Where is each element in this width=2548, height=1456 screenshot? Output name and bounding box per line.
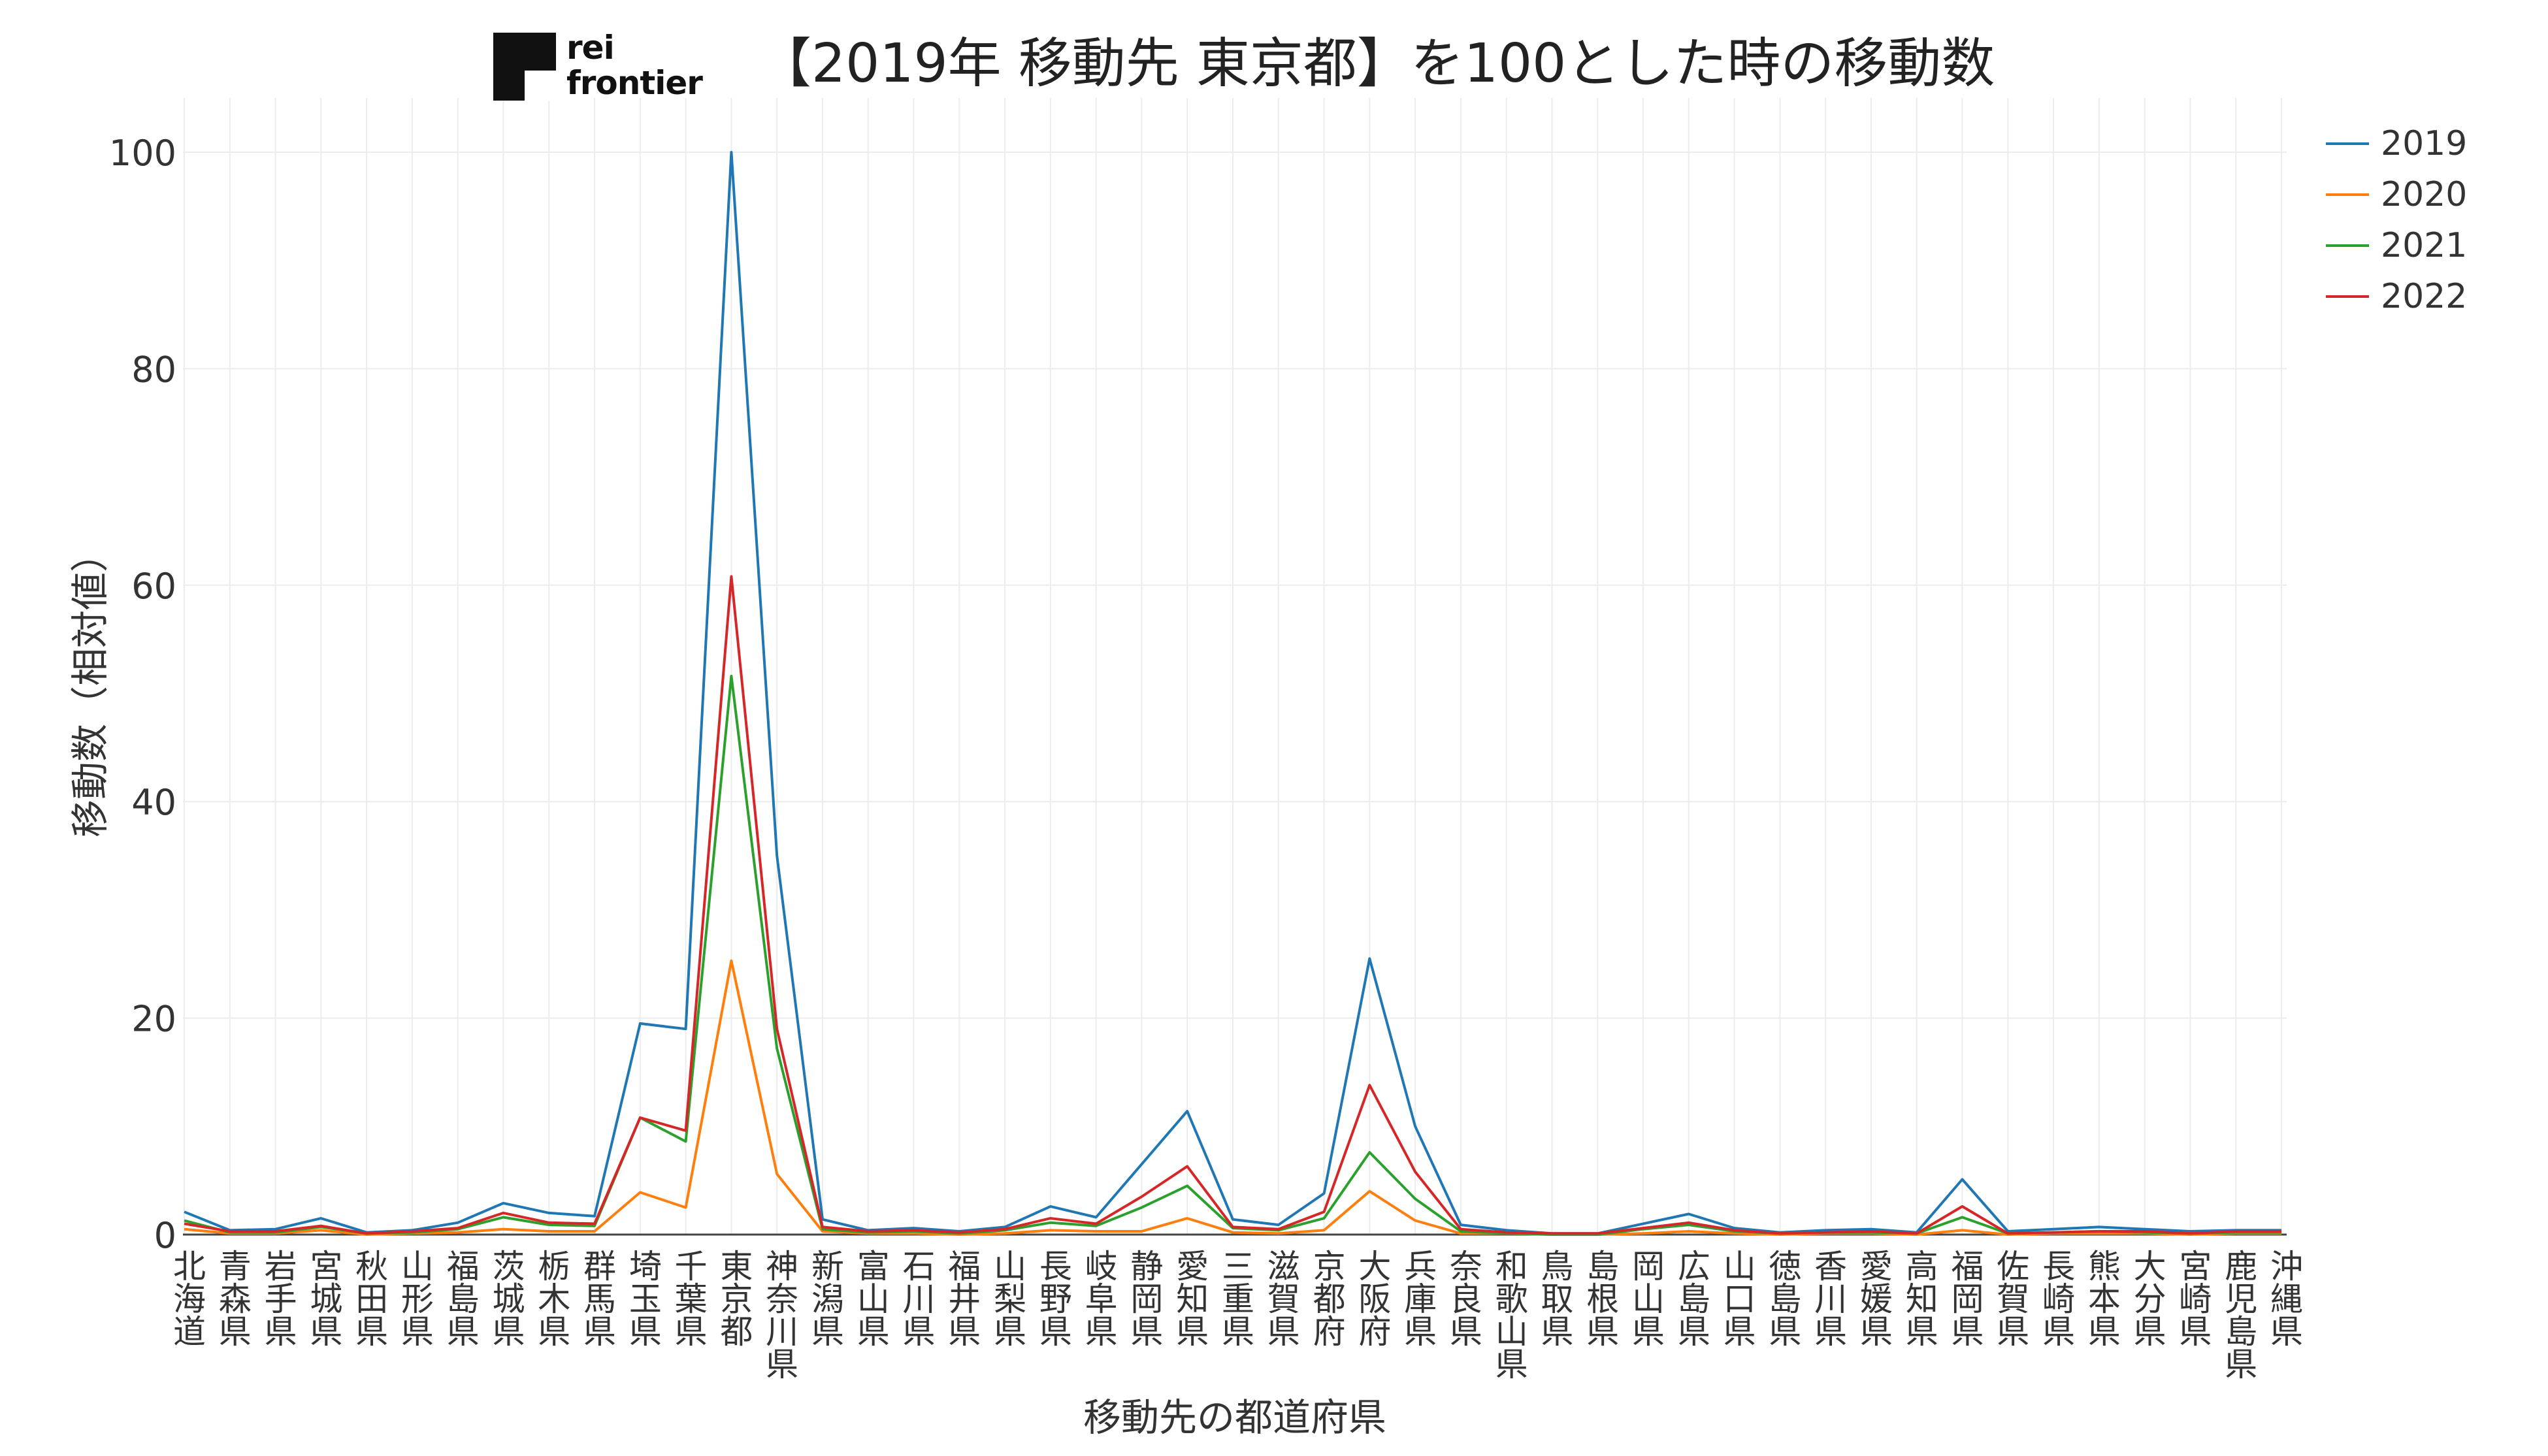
x-tick-label: 大阪府	[1353, 1249, 1391, 1347]
x-tick-label: 長野県	[1034, 1249, 1072, 1347]
series-line-2019	[184, 151, 2281, 1235]
x-tick-label: 岡山県	[1627, 1249, 1665, 1347]
legend-item-2019[interactable]: 2019	[2326, 119, 2522, 170]
legend-swatch	[2326, 295, 2369, 298]
logo-text: rei frontier	[566, 29, 703, 102]
y-tick-label: 80	[131, 349, 176, 390]
chart-title: 【2019年 移動先 東京都】を100とした時の移動数	[758, 33, 1995, 95]
x-tick-label: 北海道	[168, 1249, 206, 1347]
x-tick-label: 熊本県	[2083, 1249, 2121, 1347]
y-tick-label: 40	[131, 782, 176, 823]
x-tick-label: 東京都	[715, 1249, 753, 1347]
x-tick-label: 岐阜県	[1080, 1249, 1118, 1347]
chart-legend[interactable]: 2019 2020 2021 2022	[2326, 119, 2522, 323]
logo-mark-icon	[493, 33, 556, 101]
legend-item-2020[interactable]: 2020	[2326, 170, 2522, 221]
x-tick-label: 山口県	[1718, 1249, 1756, 1347]
y-tick-label: 100	[109, 133, 176, 174]
x-tick-label: 高知県	[1901, 1249, 1938, 1347]
x-tick-label: 岩手県	[259, 1249, 297, 1347]
x-tick-label: 秋田県	[350, 1249, 388, 1347]
x-tick-label: 京都府	[1308, 1249, 1346, 1347]
x-tick-label: 山形県	[396, 1249, 434, 1347]
x-tick-label: 石川県	[898, 1249, 936, 1347]
x-tick-label: 広島県	[1673, 1249, 1710, 1347]
x-tick-label: 神奈川県	[760, 1249, 798, 1380]
x-tick-label: 茨城県	[487, 1249, 525, 1347]
logo-line-2: frontier	[566, 64, 703, 102]
x-tick-label: 沖縄県	[2265, 1249, 2303, 1347]
x-tick-label: 長崎県	[2037, 1249, 2075, 1347]
y-tick-label: 0	[154, 1215, 176, 1256]
x-tick-label: 愛知県	[1171, 1249, 1209, 1347]
x-tick-label: 福岡県	[1946, 1249, 1984, 1347]
legend-label: 2020	[2381, 175, 2468, 214]
legend-label: 2021	[2381, 226, 2468, 265]
x-tick-label: 宮城県	[304, 1249, 342, 1347]
x-tick-label: 新潟県	[806, 1249, 844, 1347]
legend-item-2022[interactable]: 2022	[2326, 272, 2522, 323]
x-tick-label: 佐賀県	[1991, 1249, 2029, 1347]
x-tick-label: 奈良県	[1445, 1249, 1482, 1347]
y-axis-title: 移動数（相対値）	[68, 534, 112, 837]
x-tick-label: 千葉県	[670, 1249, 708, 1347]
series-line-2022	[184, 575, 2281, 1235]
x-tick-label: 山梨県	[988, 1249, 1026, 1347]
legend-swatch	[2326, 142, 2369, 145]
x-tick-label: 宮崎県	[2174, 1249, 2212, 1347]
series-line-2020	[184, 959, 2281, 1236]
x-tick-label: 群馬県	[578, 1249, 616, 1347]
logo-line-1: rei	[566, 29, 615, 67]
legend-swatch	[2326, 244, 2369, 247]
x-tick-label: 福井県	[943, 1249, 981, 1347]
x-tick-label: 三重県	[1217, 1249, 1254, 1347]
x-tick-label: 青森県	[214, 1249, 252, 1347]
legend-item-2021[interactable]: 2021	[2326, 221, 2522, 272]
legend-swatch	[2326, 193, 2369, 196]
legend-label: 2019	[2381, 124, 2468, 163]
x-tick-label: 大分県	[2129, 1249, 2166, 1347]
x-tick-label: 鳥取県	[1535, 1249, 1573, 1347]
y-tick-label: 20	[131, 999, 176, 1040]
x-tick-label: 静岡県	[1125, 1249, 1163, 1347]
x-tick-label: 徳島県	[1763, 1249, 1801, 1347]
x-tick-label: 鹿児島県	[2219, 1249, 2257, 1380]
x-tick-label: 滋賀県	[1262, 1249, 1300, 1347]
x-tick-label: 島根県	[1581, 1249, 1619, 1347]
y-tick-label: 60	[131, 566, 176, 607]
x-tick-label: 埼玉県	[624, 1249, 662, 1347]
legend-label: 2022	[2381, 277, 2468, 316]
x-tick-label: 愛媛県	[1855, 1249, 1893, 1347]
x-tick-label: 栃木県	[532, 1249, 570, 1347]
x-tick-label: 福島県	[442, 1249, 480, 1347]
x-tick-label: 兵庫県	[1399, 1249, 1437, 1347]
rei-frontier-logo: rei frontier	[493, 29, 728, 105]
x-tick-label: 和歌山県	[1490, 1249, 1528, 1380]
x-tick-label: 富山県	[852, 1249, 890, 1347]
x-tick-label: 香川県	[1809, 1249, 1847, 1347]
x-axis-title: 移動先の都道府県	[1083, 1395, 1386, 1440]
